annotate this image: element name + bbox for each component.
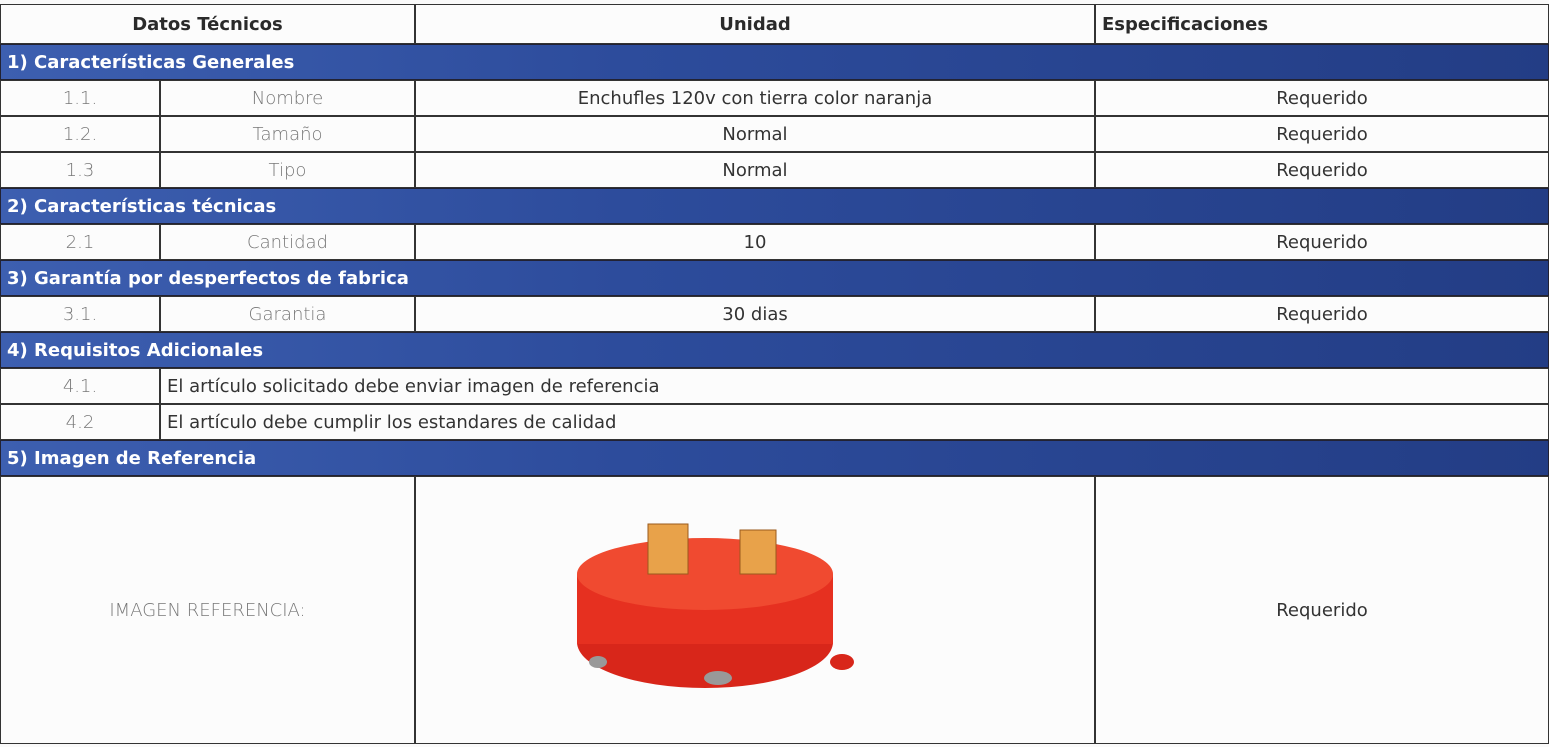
section-header: 3) Garantía por desperfectos de fabrica <box>0 260 1549 296</box>
header-cell: Datos Técnicos <box>0 4 415 44</box>
item-name: Cantidad <box>160 224 415 260</box>
plug-top <box>577 538 833 610</box>
item-spec: Requerido <box>1095 116 1549 152</box>
item-unit: 30 dias <box>415 296 1095 332</box>
item-number: 2.1 <box>0 224 160 260</box>
item-spec: Requerido <box>1095 296 1549 332</box>
item-name: Nombre <box>160 80 415 116</box>
item-name: Tipo <box>160 152 415 188</box>
item-unit: Normal <box>415 152 1095 188</box>
prong <box>647 523 689 575</box>
item-number: 4.1. <box>0 368 160 404</box>
tab <box>830 654 854 670</box>
item-number: 1.2. <box>0 116 160 152</box>
image-spec: Requerido <box>1095 476 1549 744</box>
section-header: 5) Imagen de Referencia <box>0 440 1549 476</box>
item-spec: Requerido <box>1095 152 1549 188</box>
screw <box>704 671 732 685</box>
section-header: 2) Características técnicas <box>0 188 1549 224</box>
header-cell: Unidad <box>415 4 1095 44</box>
item-text: El artículo debe cumplir los estandares … <box>160 404 1549 440</box>
item-number: 1.1. <box>0 80 160 116</box>
item-number: 4.2 <box>0 404 160 440</box>
item-unit: Enchufles 120v con tierra color naranja <box>415 80 1095 116</box>
screw <box>589 656 607 668</box>
section-header: 4) Requisitos Adicionales <box>0 332 1549 368</box>
item-number: 3.1. <box>0 296 160 332</box>
item-unit: Normal <box>415 116 1095 152</box>
item-name: Tamaño <box>160 116 415 152</box>
item-spec: Requerido <box>1095 224 1549 260</box>
item-text: El artículo solicitado debe enviar image… <box>160 368 1549 404</box>
prong <box>739 529 777 575</box>
section-header: 1) Características Generales <box>0 44 1549 80</box>
item-number: 1.3 <box>0 152 160 188</box>
header-cell: Especificaciones <box>1095 4 1549 44</box>
image-label: IMAGEN REFERENCIA: <box>0 476 415 744</box>
item-name: Garantia <box>160 296 415 332</box>
product-image <box>577 523 854 688</box>
item-spec: Requerido <box>1095 80 1549 116</box>
item-unit: 10 <box>415 224 1095 260</box>
